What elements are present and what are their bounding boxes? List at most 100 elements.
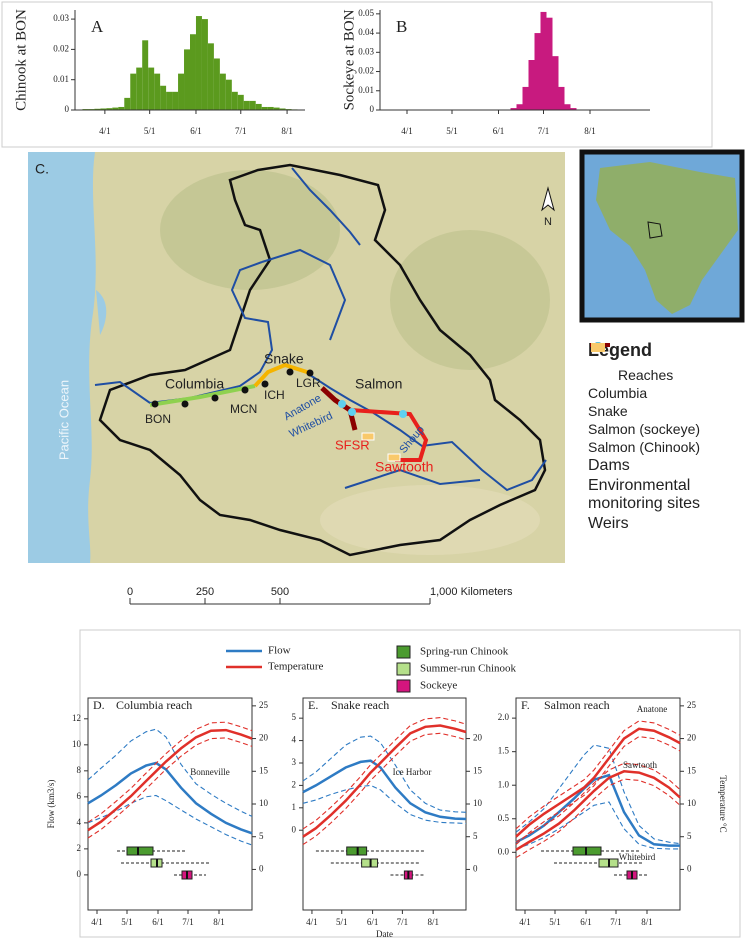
bar <box>558 86 565 110</box>
bar <box>94 108 101 110</box>
bar <box>219 73 226 110</box>
annotation: Anatone <box>637 704 668 714</box>
y2-tick-label: 0 <box>687 863 692 873</box>
basin-outline <box>98 163 547 557</box>
y2-tick-label: 10 <box>473 798 483 808</box>
dam <box>241 386 249 394</box>
bar <box>261 106 268 110</box>
scale-label: 1,000 Kilometers <box>430 586 513 598</box>
inset-land <box>596 162 738 314</box>
river-label: Salmon <box>355 376 402 392</box>
bar <box>273 107 280 110</box>
weir-label: Sawtooth <box>375 459 433 475</box>
terrain <box>390 230 550 370</box>
scale-label: 250 <box>196 586 214 598</box>
bar <box>106 108 113 110</box>
bar <box>184 49 190 110</box>
panel-title: Snake reach <box>331 698 389 712</box>
bar <box>148 67 155 110</box>
dam <box>261 380 269 388</box>
reach-columbia <box>149 384 256 407</box>
legend-box <box>591 343 605 352</box>
interval-line <box>515 744 681 845</box>
y2-tick-label: 15 <box>473 765 483 775</box>
y-tick-label: 2 <box>292 779 297 789</box>
y-tick-label: 1 <box>292 802 297 812</box>
box-body <box>126 846 154 856</box>
dam-label: MCN <box>230 402 257 416</box>
bar <box>201 19 208 110</box>
dam-label: LGR <box>296 376 321 390</box>
y-axis-label: Flow (km3/s) <box>46 780 56 829</box>
legend-box <box>396 662 411 676</box>
x-tick-label: 4/1 <box>306 917 318 927</box>
interval-line <box>515 801 680 850</box>
y2-axis-label: Temperature °C <box>718 775 728 832</box>
y-tick-label: 0 <box>65 104 70 114</box>
terrain <box>320 485 540 555</box>
y-tick-label: 0 <box>77 869 82 879</box>
bar <box>255 103 262 110</box>
series-line <box>302 759 467 821</box>
y-tick-label: 0.05 <box>358 8 374 18</box>
bar <box>154 73 161 110</box>
map: C. Pacific Ocean Columbia Snake Salmon B… <box>28 152 565 563</box>
plot-frame <box>515 697 681 911</box>
interval-line <box>515 736 681 846</box>
interval-line <box>87 794 253 846</box>
legend-item: Columbia <box>588 343 748 401</box>
legend-label: Salmon (sockeye) <box>588 421 701 437</box>
x-tick-label: 6/1 <box>367 917 379 927</box>
river <box>291 167 361 246</box>
dam <box>211 394 219 402</box>
north-arrow <box>541 186 555 212</box>
dam <box>181 400 189 408</box>
river <box>94 261 274 405</box>
bar <box>243 100 250 110</box>
bar <box>178 73 185 110</box>
annotation: Whitebird <box>619 852 656 862</box>
legend-label: Columbia <box>588 385 648 401</box>
interval-line <box>87 728 253 817</box>
x-axis-label: Date <box>376 929 393 939</box>
y2-tick-label: 20 <box>687 733 697 743</box>
y2-tick-label: 10 <box>687 798 697 808</box>
x-tick-label: 7/1 <box>182 917 194 927</box>
y2-tick-label: 20 <box>259 733 269 743</box>
x-tick-label: 8/1 <box>281 126 293 136</box>
x-tick-label: 5/1 <box>121 917 133 927</box>
x-tick-label: 6/1 <box>190 126 202 136</box>
legend-item: Salmon (sockeye) <box>588 343 748 437</box>
bay <box>96 290 107 335</box>
y-tick-label: 2 <box>77 843 82 853</box>
river <box>261 248 347 341</box>
map-legend: Legend Reaches Columbia Snake Salmon (so… <box>588 340 748 535</box>
dam <box>151 400 159 408</box>
top-frame <box>1 1 713 148</box>
rivers <box>94 167 547 492</box>
x-tick-label: 4/1 <box>99 126 111 136</box>
legend-label: Environmental monitoring sites <box>588 477 701 512</box>
y-tick-label: 0.02 <box>53 43 69 53</box>
x-tick-label: 8/1 <box>213 917 225 927</box>
y2-tick-label: 5 <box>473 831 478 841</box>
x-tick-label: 5/1 <box>144 126 156 136</box>
y-tick-label: 10 <box>72 739 82 749</box>
y-tick-label: 0.04 <box>358 27 374 37</box>
y-tick-label: 4 <box>77 817 82 827</box>
bar <box>564 104 571 110</box>
bar <box>225 79 232 110</box>
y2-tick-label: 15 <box>687 765 697 775</box>
interval-line <box>302 717 467 830</box>
x-tick-label: 7/1 <box>397 917 409 927</box>
x-tick-label: 5/1 <box>549 917 561 927</box>
dam <box>286 368 294 376</box>
bar <box>279 108 286 110</box>
legend-subtitle: Reaches <box>618 367 674 383</box>
y-tick-label: 0.01 <box>358 85 374 95</box>
x-tick-label: 5/1 <box>446 126 458 136</box>
y2-tick-label: 15 <box>259 765 269 775</box>
panel-label: B <box>396 17 407 36</box>
north-label: N <box>544 216 552 228</box>
y-tick-label: 2.0 <box>498 712 510 722</box>
